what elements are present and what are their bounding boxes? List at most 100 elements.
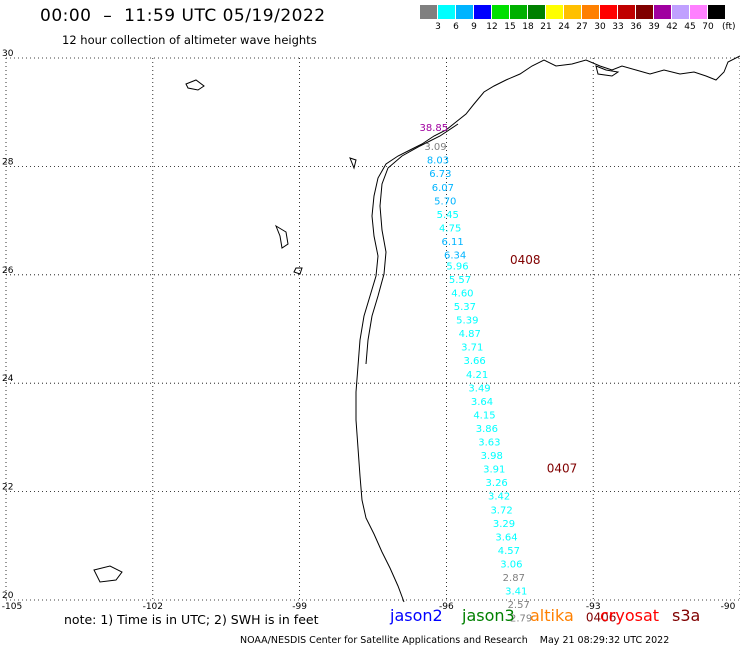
satellite-legend-item: cryosat <box>600 606 660 625</box>
lat-tick-label: 20 <box>2 591 14 601</box>
colorbar-swatch <box>474 5 491 19</box>
wave-height-value: 5.70 <box>434 196 456 207</box>
wave-height-value: 5.37 <box>454 302 476 313</box>
wave-height-value: 3.72 <box>490 505 512 516</box>
satellite-legend-item: jason2 <box>390 606 443 625</box>
wave-height-value: 3.26 <box>486 478 508 489</box>
island-5 <box>349 157 357 170</box>
wave-height-value: 3.06 <box>500 559 522 570</box>
wave-height-value: 6.73 <box>429 169 451 180</box>
lon-tick-label: -105 <box>2 602 22 612</box>
colorbar-swatch <box>708 5 725 19</box>
wave-height-value: 5.45 <box>437 210 459 221</box>
colorbar-units: (ft) <box>722 22 736 32</box>
track-pass-label: 0408 <box>510 253 541 267</box>
lat-tick-label: 28 <box>2 157 14 167</box>
axis-tick-labels: -105 -102 -99 -96 -93 -90 30 28 26 24 22 20 <box>2 49 736 612</box>
wave-height-value: 6.11 <box>442 237 464 248</box>
track-pass-label: 0406 <box>586 611 617 625</box>
wave-height-value: 4.75 <box>439 223 461 234</box>
colorbar-swatch <box>600 5 617 19</box>
wave-height-value: 2.57 <box>508 600 530 611</box>
satellite-legend-item: jason3 <box>462 606 515 625</box>
wave-height-value: 3.41 <box>505 587 527 598</box>
wave-height-value: 3.63 <box>478 438 500 449</box>
colorbar-swatch <box>510 5 527 19</box>
wave-height-value: 6.34 <box>444 251 466 262</box>
colorbar-label: 39 <box>648 22 660 32</box>
lat-tick-label: 30 <box>2 49 14 59</box>
wave-height-value: 4.21 <box>466 370 488 381</box>
wave-height-value: 3.49 <box>468 383 490 394</box>
colorbar-label: 42 <box>666 22 678 32</box>
lon-tick-label: -90 <box>721 602 736 612</box>
lon-tick-label: -96 <box>439 602 454 612</box>
colorbar-swatch <box>564 5 581 19</box>
wave-height-value: 2.87 <box>503 573 525 584</box>
satellite-legend-item: s3a <box>672 606 701 625</box>
colorbar-label: 9 <box>471 22 477 32</box>
colorbar-swatch <box>636 5 653 19</box>
colorbar-swatch <box>618 5 635 19</box>
lat-tick-label: 24 <box>2 374 14 384</box>
wave-height-value: 5.39 <box>456 316 478 327</box>
map-title: 00:00 – 11:59 UTC 05/19/2022 <box>40 6 326 26</box>
lake <box>595 65 620 77</box>
island-3 <box>293 267 303 275</box>
lat-tick-label: 26 <box>2 266 14 276</box>
coastline <box>93 55 740 603</box>
wave-height-value: 5.96 <box>446 261 468 272</box>
colorbar-label: 6 <box>453 22 459 32</box>
colorbar-swatch <box>420 5 437 19</box>
colorbar-label: 36 <box>630 22 642 32</box>
colorbar-swatch <box>654 5 671 19</box>
wave-height-value: 4.87 <box>459 329 481 340</box>
wave-height-value: 3.86 <box>476 424 498 435</box>
wave-height-value: 3.71 <box>461 343 483 354</box>
colorbar-swatch <box>528 5 545 19</box>
footer-credit: NOAA/NESDIS Center for Satellite Applica… <box>240 635 670 646</box>
altimeter-tracks: 38.85 3.09 8.03 6.73 6.07 5.70 5.45 4.75 6.11 6.3… <box>419 123 616 625</box>
colorbar-label: 24 <box>558 22 570 32</box>
gulf-coastline <box>355 55 740 603</box>
satellite-legend-item: altika <box>530 606 574 625</box>
colorbar-label: 27 <box>576 22 588 32</box>
wave-height-value: 3.64 <box>495 532 517 543</box>
colorbar-label: 30 <box>594 22 606 32</box>
wave-height-value: 6.07 <box>432 183 454 194</box>
colorbar-swatch <box>492 5 509 19</box>
wave-height-value: 3.66 <box>464 356 486 367</box>
colorbar-label: 12 <box>486 22 498 32</box>
wave-height-value: 3.98 <box>481 451 503 462</box>
map-subtitle: 12 hour collection of altimeter wave hei… <box>62 33 317 47</box>
colorbar-label: 3 <box>435 22 441 32</box>
colorbar-label: 21 <box>540 22 552 32</box>
wave-height-value: 4.15 <box>473 410 495 421</box>
colorbar-swatch <box>456 5 473 19</box>
wave-height-value: 3.29 <box>493 519 515 530</box>
colorbar-label: 18 <box>522 22 534 32</box>
wave-height-value: 5.57 <box>449 275 471 286</box>
colorbar-swatch <box>546 5 563 19</box>
wave-height-value: 4.60 <box>451 288 473 299</box>
wave-height-value: 38.85 <box>419 123 448 134</box>
colorbar-swatch <box>582 5 599 19</box>
island-1 <box>185 79 205 91</box>
wave-height-value: 3.42 <box>488 492 510 503</box>
colorbar-label: 33 <box>612 22 624 32</box>
barrier-island <box>365 123 459 365</box>
colorbar-swatch <box>690 5 707 19</box>
footer-note: note: 1) Time is in UTC; 2) SWH is in fe… <box>64 612 319 627</box>
lon-tick-label: -93 <box>586 602 601 612</box>
wave-height-value: 2.79 <box>510 614 532 625</box>
lat-lon-grid <box>5 57 740 601</box>
colorbar-label: 70 <box>702 22 714 32</box>
island-2 <box>274 224 289 249</box>
colorbar-swatch <box>438 5 455 19</box>
wave-height-value: 3.09 <box>424 142 446 153</box>
track-pass-label: 0407 <box>547 462 578 476</box>
wave-height-value: 3.91 <box>483 465 505 476</box>
lon-tick-label: -102 <box>143 602 163 612</box>
wave-height-value: 4.57 <box>498 546 520 557</box>
